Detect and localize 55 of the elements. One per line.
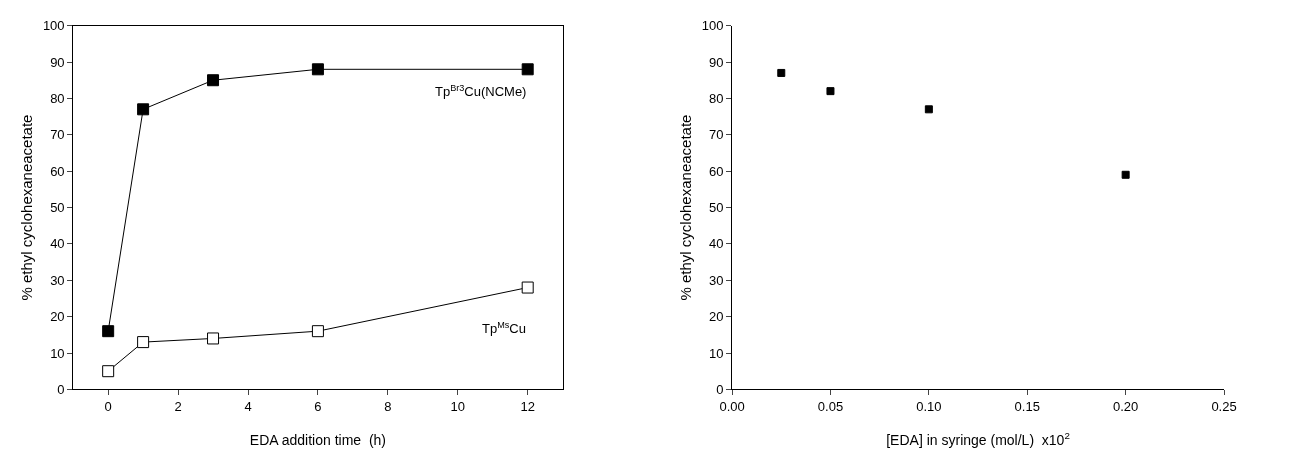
y-tick-label: 40 [709, 236, 724, 252]
point [207, 74, 220, 87]
x-tick-label: 0.00 [719, 398, 745, 414]
x-tick-label: 0.20 [1112, 398, 1139, 414]
y-tick-label: 50 [50, 200, 65, 216]
x-tick-label: 0 [104, 398, 112, 414]
y-tick-label: 60 [709, 163, 724, 179]
point [521, 281, 534, 294]
y-tick-label: 0 [716, 381, 724, 397]
point [137, 103, 150, 116]
y-tick-label: 70 [709, 127, 724, 143]
point [311, 63, 324, 76]
x-tick-label: 4 [244, 398, 252, 414]
y-tick-label: 80 [709, 90, 724, 106]
y-tick-label: 20 [709, 309, 724, 325]
x-tick-label: 0.10 [916, 398, 942, 414]
x-tick-label: 2 [174, 398, 182, 414]
x-tick-label: 0.05 [817, 398, 844, 414]
y-tick-label: 30 [50, 272, 65, 288]
y-tick-label: 20 [50, 309, 65, 325]
y-tick-label: 100 [42, 18, 65, 34]
point [924, 105, 933, 114]
series-label: Tp$^{Br3}$Cu(NCMe) [435, 83, 527, 100]
x-tick-label: 6 [314, 398, 322, 414]
point [311, 325, 324, 338]
y-tick-label: 80 [50, 90, 65, 106]
y-axis-title: % ethyl cyclohexaneacetate [677, 114, 695, 301]
x-tick-label: 0.25 [1211, 398, 1237, 414]
y-tick-label: 10 [50, 345, 65, 361]
point [777, 68, 786, 77]
y-tick-label: 90 [50, 54, 65, 70]
x-tick-label: 10 [450, 398, 465, 414]
y-tick-label: 0 [57, 381, 65, 397]
point [102, 365, 115, 378]
point [137, 336, 150, 349]
y-tick-label: 10 [709, 345, 724, 361]
x-tick-label: 8 [384, 398, 392, 414]
y-tick-label: 30 [709, 272, 724, 288]
y-tick-label: 50 [709, 200, 724, 216]
y-tick-label: 70 [50, 127, 65, 143]
y-tick-label: 60 [50, 163, 65, 179]
point [826, 87, 835, 96]
y-tick-label: 100 [701, 18, 724, 34]
y-tick-label: 40 [50, 236, 65, 252]
y-tick-label: 90 [709, 54, 724, 70]
x-axis-title: EDA addition time (h) [249, 432, 387, 449]
x-axis-title: [EDA] in syringe (mol/L) x10$^{2}$ [886, 430, 1070, 449]
y-axis-title: % ethyl cyclohexaneacetate [18, 114, 36, 301]
x-tick-label: 12 [520, 398, 535, 414]
point [207, 332, 220, 345]
x-tick-label: 0.15 [1014, 398, 1040, 414]
point [102, 325, 115, 338]
point [521, 63, 534, 76]
series-label: Tp$^{Ms}$Cu [482, 320, 526, 337]
point [1121, 170, 1130, 179]
